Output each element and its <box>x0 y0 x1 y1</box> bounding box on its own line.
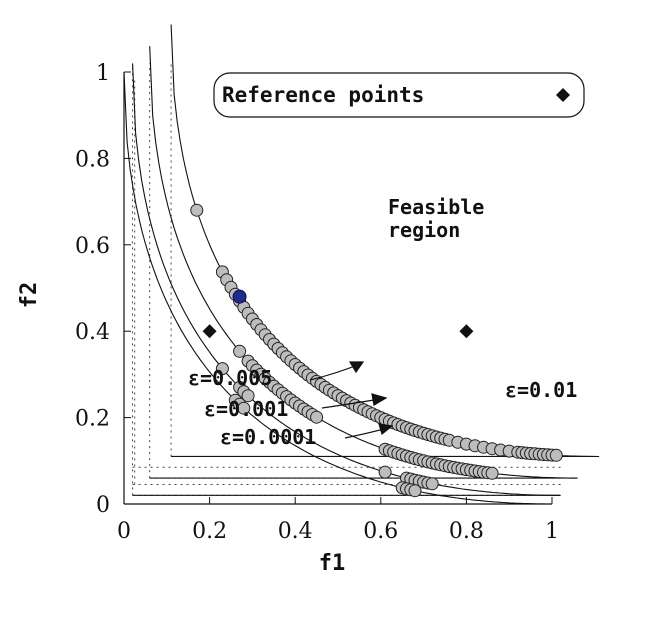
legend: Reference points <box>213 72 585 118</box>
legend-box <box>213 72 585 118</box>
x-tick-label: 1 <box>545 519 559 544</box>
arrowhead-eps-0.005 <box>348 361 365 374</box>
annotation-eps-0.005: ε=0.005 <box>188 366 272 390</box>
solution-point <box>215 362 229 376</box>
x-ticks: 0 0.2 0.4 0.6 0.8 1 <box>117 497 559 544</box>
solution-point <box>190 203 204 217</box>
arrowhead-eps-0.001 <box>371 393 388 406</box>
reference-lines <box>132 63 561 496</box>
front-points <box>190 203 563 498</box>
solution-point <box>241 389 255 403</box>
legend-diamond-marker <box>556 88 570 102</box>
reference-point-diamond <box>459 324 474 339</box>
solution-point <box>378 465 392 479</box>
arrowhead-eps-0.0001 <box>378 423 394 436</box>
solution-point <box>425 477 439 491</box>
front-curve <box>123 71 552 505</box>
front-curve <box>149 46 578 479</box>
x-tick-label: 0.8 <box>449 519 484 544</box>
y-tick-label: 0.8 <box>75 147 110 172</box>
annotation-arrows <box>309 361 394 439</box>
highlight-point <box>232 289 247 304</box>
x-tick-label: 0.6 <box>363 519 398 544</box>
reference-points <box>202 324 474 339</box>
annotation-eps-0.0001: ε=0.0001 <box>220 425 316 449</box>
y-tick-label: 0.4 <box>75 320 110 345</box>
solution-point <box>485 466 499 480</box>
x-tick-label: 0 <box>117 519 131 544</box>
x-tick-label: 0.2 <box>192 519 227 544</box>
solution-point <box>310 410 324 424</box>
y-tick-label: 0.2 <box>75 407 110 432</box>
legend-label: Reference points <box>222 83 424 107</box>
reference-point-diamond <box>202 324 217 339</box>
y-ticks: 0 0.2 0.4 0.6 0.8 1 <box>75 61 131 518</box>
x-axis-label: f1 <box>319 551 346 576</box>
solution-point <box>549 448 563 462</box>
y-tick-label: 0 <box>96 493 110 518</box>
solution-point <box>233 344 247 358</box>
x-tick-label: 0.4 <box>278 519 313 544</box>
annotation-eps-0.001: ε=0.001 <box>204 397 288 421</box>
feasible-region-label: Feasible region <box>388 195 496 242</box>
y-tick-label: 0.6 <box>75 234 110 259</box>
y-tick-label: 1 <box>96 61 110 86</box>
solution-point <box>237 401 251 415</box>
annotation-eps-0.01: ε=0.01 <box>505 378 577 402</box>
solution-point <box>408 484 422 498</box>
front-curve <box>132 63 561 496</box>
y-axis-label: f2 <box>17 282 42 309</box>
